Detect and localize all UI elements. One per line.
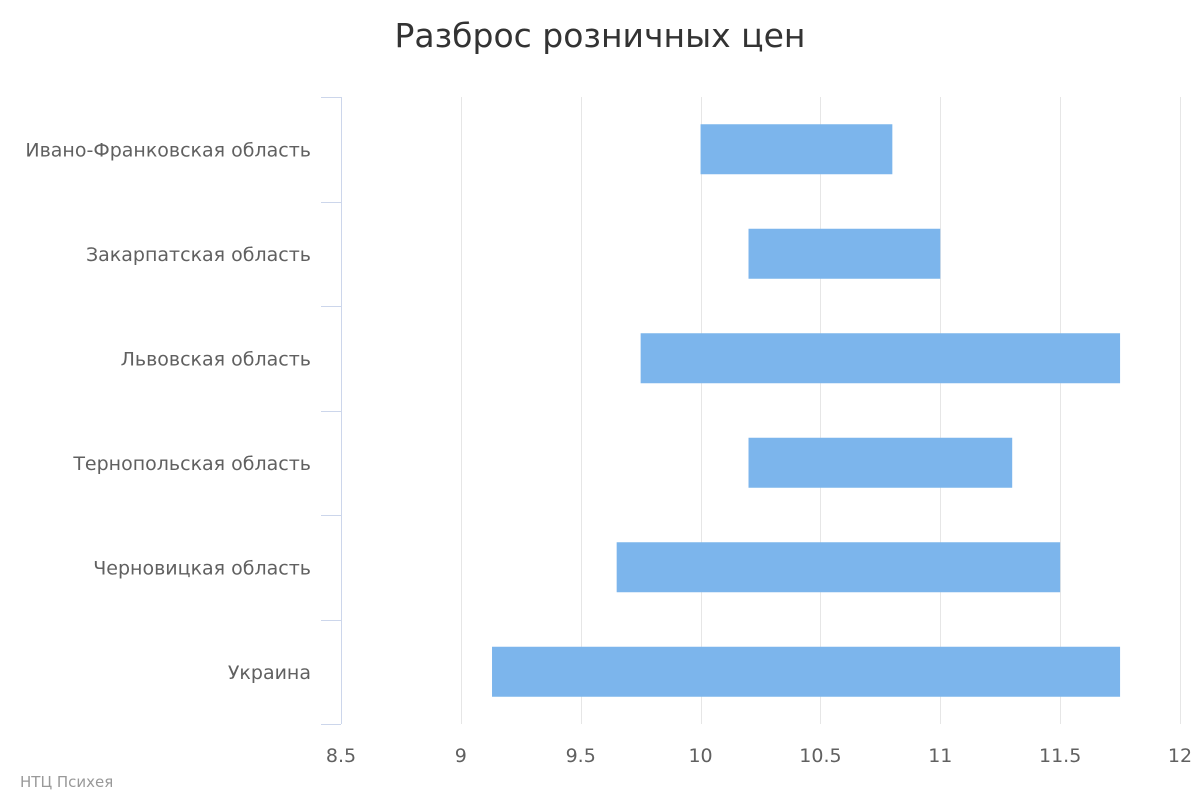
y-category-label: Черновицкая область bbox=[93, 557, 311, 579]
y-category-label: Закарпатская область bbox=[86, 244, 311, 266]
x-tick-label: 8.5 bbox=[326, 745, 356, 767]
x-tick-label: 11 bbox=[928, 745, 952, 767]
y-category-label: Тернопольская область bbox=[72, 453, 311, 475]
x-tick-label: 9.5 bbox=[566, 745, 596, 767]
range-bar bbox=[492, 646, 1121, 697]
range-bar bbox=[616, 542, 1061, 593]
range-bar bbox=[748, 228, 941, 279]
y-axis: Ивано-Франковская область Закарпатская об… bbox=[25, 97, 342, 725]
credits: НТЦ Психея bbox=[20, 773, 114, 791]
x-tick-label: 9 bbox=[455, 745, 467, 767]
range-bar bbox=[640, 333, 1121, 384]
y-category-label: Ивано-Франковская область bbox=[25, 139, 311, 161]
range-bar bbox=[748, 437, 1013, 488]
x-tick-label: 10.5 bbox=[799, 745, 841, 767]
grid-lines bbox=[461, 97, 1181, 724]
y-category-label: Украина bbox=[228, 662, 311, 684]
bars bbox=[492, 124, 1121, 697]
x-tick-label: 12 bbox=[1168, 745, 1192, 767]
x-axis-labels: 8.5 9 9.5 10 10.5 11 11.5 12 bbox=[326, 745, 1192, 767]
y-category-label: Львовская область bbox=[121, 348, 311, 370]
range-bar bbox=[700, 124, 893, 175]
x-tick-label: 10 bbox=[688, 745, 712, 767]
x-tick-label: 11.5 bbox=[1039, 745, 1081, 767]
chart-title: Разброс розничных цен bbox=[395, 16, 806, 55]
